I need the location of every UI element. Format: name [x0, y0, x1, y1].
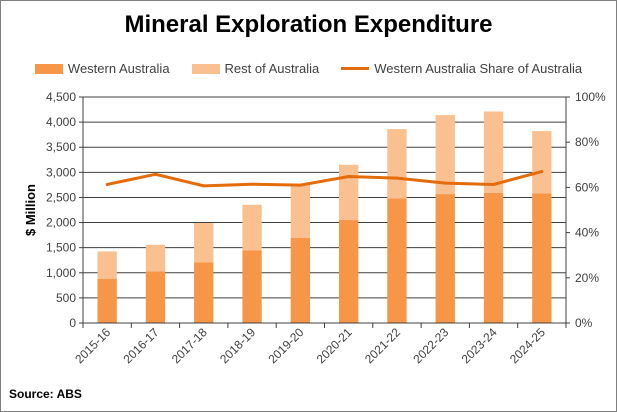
legend-label: Rest of Australia	[224, 61, 320, 76]
line-point	[443, 181, 447, 185]
bar-rest-of-australia	[338, 164, 359, 221]
legend-item-rest-of-australia: Rest of Australia	[191, 61, 320, 76]
bar-western-australia	[435, 194, 455, 323]
line-point	[347, 175, 351, 179]
x-tick-label: 2016-17	[121, 325, 162, 366]
line-point	[298, 183, 302, 187]
y-tick-label: 500	[56, 291, 76, 305]
bar-western-australia	[338, 220, 359, 323]
bar-western-australia	[194, 262, 214, 323]
x-tick-label: 2020-21	[314, 325, 355, 366]
bar-western-australia	[532, 193, 552, 323]
legend-label: Western Australia	[67, 61, 170, 76]
x-tick-label: 2017-18	[169, 325, 210, 366]
line-point	[540, 170, 544, 174]
x-tick-label: 2024-25	[507, 325, 548, 366]
y2-tick-label: 80%	[575, 135, 599, 149]
x-tick-label: 2022-23	[410, 325, 451, 366]
bar-western-australia	[145, 271, 166, 323]
y-tick-label: 2,500	[46, 190, 76, 204]
chart-title: Mineral Exploration Expenditure	[124, 11, 493, 38]
x-tick-label: 2018-19	[217, 325, 258, 366]
legend-item-western-australia: Western Australia	[34, 61, 170, 76]
y-tick-label: 1,500	[46, 241, 76, 255]
y2-tick-label: 40%	[575, 226, 599, 240]
legend-swatch	[34, 63, 63, 74]
x-tick-label: 2021-22	[362, 325, 403, 366]
legend-swatch	[191, 63, 220, 74]
bar-western-australia	[483, 192, 504, 323]
legend-line	[341, 67, 370, 70]
bar-rest-of-australia	[145, 244, 166, 272]
line-point	[250, 182, 254, 186]
x-tick-label: 2023-24	[459, 325, 500, 366]
bar-rest-of-australia	[435, 115, 455, 195]
bar-rest-of-australia	[290, 184, 311, 239]
bar-rest-of-australia	[483, 111, 504, 193]
bar-rest-of-australia	[387, 129, 407, 199]
bar-western-australia	[387, 198, 407, 323]
y2-tick-label: 100%	[575, 90, 606, 104]
line-point	[105, 182, 109, 186]
source-note: Source: ABS	[9, 387, 82, 401]
line-point	[202, 184, 206, 188]
y-axis-label: $ Million	[23, 184, 38, 236]
y-tick-label: 4,000	[46, 115, 76, 129]
bar-rest-of-australia	[532, 131, 552, 194]
line-point	[492, 182, 496, 186]
legend-item-wa-share: Western Australia Share of Australia	[341, 61, 582, 76]
bar-rest-of-australia	[242, 204, 262, 251]
y-tick-label: 0	[69, 316, 76, 330]
bar-rest-of-australia	[97, 251, 117, 280]
bar-western-australia	[242, 250, 262, 323]
bar-rest-of-australia	[194, 223, 214, 263]
line-point	[153, 172, 157, 176]
x-tick-label: 2019-20	[265, 325, 306, 366]
y2-tick-label: 60%	[575, 180, 599, 194]
x-tick-label: 2015-16	[72, 325, 113, 366]
y-tick-label: 4,500	[46, 90, 76, 104]
legend-label: Western Australia Share of Australia	[374, 61, 583, 76]
y2-tick-label: 0%	[575, 316, 593, 330]
y-tick-label: 3,000	[46, 165, 76, 179]
line-point	[395, 176, 399, 180]
y-tick-label: 3,500	[46, 140, 76, 154]
bar-western-australia	[290, 238, 311, 323]
y-tick-label: 2,000	[46, 216, 76, 230]
bar-western-australia	[97, 279, 117, 323]
y2-tick-label: 20%	[575, 271, 599, 285]
y-tick-label: 1,000	[46, 266, 76, 280]
legend: Western Australia Rest of Australia West…	[1, 61, 616, 76]
line-wa-share	[106, 170, 543, 188]
